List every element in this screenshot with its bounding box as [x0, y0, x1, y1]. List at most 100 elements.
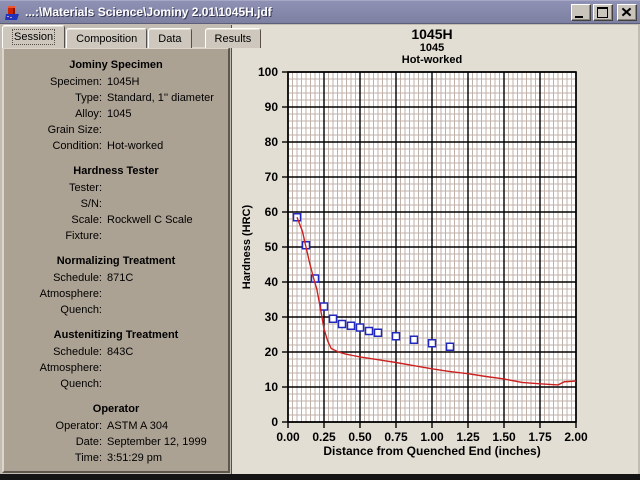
field-value: Hot-worked: [107, 140, 164, 152]
tab-label: Composition: [76, 32, 138, 45]
svg-text:0.25: 0.25: [312, 430, 336, 444]
field-value: Standard, 1'' diameter: [107, 92, 214, 104]
svg-text:0.50: 0.50: [348, 430, 372, 444]
section-heading: Normalizing Treatment: [56, 255, 176, 267]
svg-text:0.00: 0.00: [276, 430, 300, 444]
field-label: Schedule:: [53, 346, 102, 358]
field-label: Condition:: [52, 140, 102, 152]
close-button[interactable]: [617, 3, 637, 21]
field-row: Schedule: 843C: [4, 344, 228, 360]
minimize-button[interactable]: [571, 3, 591, 21]
field-row: S/N:: [4, 196, 228, 212]
panel-section: Operator Operator: ASTM A 304 Date: Septembe…: [4, 400, 228, 466]
section-heading: Austenitizing Treatment: [53, 329, 179, 341]
field-row: Quench:: [4, 302, 228, 318]
svg-text:80: 80: [265, 135, 279, 149]
field-row: Type: Standard, 1'' diameter: [4, 90, 228, 106]
field-row: Tester:: [4, 180, 228, 196]
field-value: 843C: [107, 346, 134, 358]
svg-text:100: 100: [258, 65, 278, 79]
svg-text:1.50: 1.50: [492, 430, 516, 444]
field-row: Scale: Rockwell C Scale: [4, 212, 228, 228]
y-axis-label: Hardness (HRC): [241, 204, 253, 290]
field-row: Atmosphere:: [4, 286, 228, 302]
svg-text:0.75: 0.75: [384, 430, 408, 444]
section-heading: Operator: [92, 403, 140, 415]
svg-text:50: 50: [265, 240, 279, 254]
chart-panel: 0.00 0.25 0.50 0.75 1.00 1.25 1.50 1.75 2.00 0 10 2…: [231, 25, 638, 474]
field-value: [102, 122, 107, 138]
field-label: Quench:: [60, 304, 102, 316]
field-value: [102, 228, 107, 244]
svg-text:70: 70: [265, 170, 279, 184]
close-icon: [621, 7, 631, 16]
svg-text:2.00: 2.00: [564, 430, 588, 444]
field-value: 871C: [107, 272, 134, 284]
tab-data[interactable]: Data: [148, 28, 192, 48]
chart-subtitle-condition: Hot-worked: [401, 54, 463, 66]
field-row: Schedule: 871C: [4, 270, 228, 286]
field-value: [102, 180, 107, 196]
field-label: Specimen:: [50, 76, 102, 88]
svg-text:20: 20: [265, 345, 279, 359]
panel-section: Hardness Tester Tester: S/N: Scale: Rockwell…: [4, 162, 228, 244]
x-axis-label: Distance from Quenched End (inches): [323, 444, 541, 458]
chart-title: 1045H: [411, 26, 453, 42]
section-heading: Hardness Tester: [73, 165, 159, 177]
tab-strip: Session Composition Data Results: [2, 25, 262, 48]
field-value: 1045H: [107, 76, 140, 88]
field-label: Tester:: [68, 182, 102, 194]
tab-label: Results: [214, 32, 252, 45]
field-label: Atmosphere:: [39, 288, 102, 300]
field-label: Quench:: [60, 378, 102, 390]
field-value: September 12, 1999: [107, 436, 207, 448]
field-row: Alloy: 1045: [4, 106, 228, 122]
field-label: Scale:: [71, 214, 102, 226]
field-value: 3:51:29 pm: [107, 452, 163, 464]
field-row: Fixture:: [4, 228, 228, 244]
field-label: Date:: [75, 436, 102, 448]
minimize-icon: [575, 15, 583, 18]
field-row: Atmosphere:: [4, 360, 228, 376]
svg-text:0: 0: [271, 415, 278, 429]
field-value: [102, 376, 107, 392]
field-value: [102, 360, 107, 376]
tab-label: Data: [158, 32, 182, 45]
title-bar: ...:\Materials Science\Jominy 2.01\1045H…: [0, 0, 640, 24]
field-row: Time: 3:51:29 pm: [4, 450, 228, 466]
panel-section: Normalizing Treatment Schedule: 871C Atmosp…: [4, 252, 228, 318]
field-label: Fixture:: [65, 230, 102, 242]
field-value: [102, 196, 107, 212]
field-value: 1045: [107, 108, 132, 120]
field-label: Type:: [75, 92, 102, 104]
field-label: Atmosphere:: [39, 362, 102, 374]
svg-text:40: 40: [265, 275, 279, 289]
field-label: Time:: [74, 452, 102, 464]
panel-section: Jominy Specimen Specimen: 1045H Type: Standa…: [4, 56, 228, 154]
tab-results[interactable]: Results: [204, 28, 262, 48]
svg-text:60: 60: [265, 205, 279, 219]
field-row: Condition: Hot-worked: [4, 138, 228, 154]
svg-text:10: 10: [265, 380, 279, 394]
panel-section: Austenitizing Treatment Schedule: 843C Atmo…: [4, 326, 228, 392]
session-panel: Jominy Specimen Specimen: 1045H Type: Standa…: [2, 47, 230, 473]
field-label: Operator:: [55, 420, 102, 432]
field-row: Quench:: [4, 376, 228, 392]
tab-label: Session: [11, 29, 56, 45]
field-label: Alloy:: [75, 108, 102, 120]
screen-bottom-strip: [0, 474, 640, 480]
field-value: [102, 286, 107, 302]
window-title: ...:\Materials Science\Jominy 2.01\1045H…: [25, 5, 272, 19]
field-row: Operator: ASTM A 304: [4, 418, 228, 434]
field-label: Grain Size:: [47, 124, 102, 136]
tab-composition[interactable]: Composition: [66, 28, 148, 48]
tab-session[interactable]: Session: [2, 25, 66, 48]
field-label: Schedule:: [53, 272, 102, 284]
app-icon: [5, 5, 19, 20]
chart-subtitle-alloy: 1045: [419, 42, 445, 54]
maximize-icon: [597, 6, 608, 18]
svg-text:1.25: 1.25: [456, 430, 480, 444]
svg-text:30: 30: [265, 310, 279, 324]
field-value: [102, 302, 107, 318]
maximize-button[interactable]: [593, 3, 613, 21]
